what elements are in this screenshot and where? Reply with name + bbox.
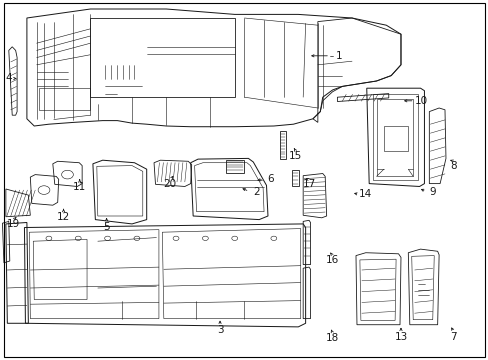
Text: 15: 15 — [288, 150, 302, 161]
Text: 6: 6 — [266, 174, 273, 184]
Text: 1: 1 — [335, 51, 342, 61]
Text: 7: 7 — [449, 332, 456, 342]
Text: 11: 11 — [73, 182, 86, 192]
Text: 16: 16 — [325, 255, 339, 265]
Text: 9: 9 — [428, 186, 435, 197]
Text: 20: 20 — [163, 179, 176, 189]
Text: 18: 18 — [325, 333, 339, 343]
Text: 17: 17 — [302, 179, 316, 189]
Text: 10: 10 — [414, 96, 427, 106]
Text: 3: 3 — [216, 325, 223, 336]
Text: 19: 19 — [7, 219, 20, 229]
Text: 2: 2 — [252, 186, 259, 197]
Text: 4: 4 — [5, 73, 12, 84]
Text: 8: 8 — [449, 161, 456, 171]
Text: 13: 13 — [393, 332, 407, 342]
Text: 5: 5 — [103, 222, 110, 232]
Text: 14: 14 — [358, 189, 372, 199]
Text: 12: 12 — [57, 212, 70, 222]
